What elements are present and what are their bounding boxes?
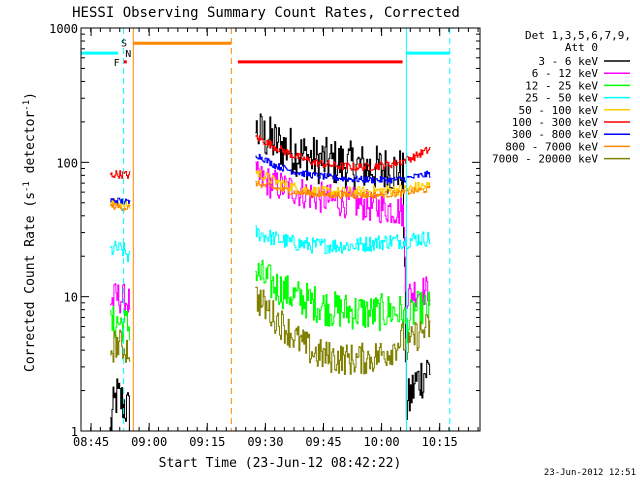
legend-label: 7000 - 20000 keV bbox=[492, 153, 598, 166]
series-line bbox=[110, 154, 431, 205]
y-axis-label-end: ) bbox=[23, 92, 38, 100]
x-axis-label: Start Time (23-Jun-12 08:42:22) bbox=[159, 456, 402, 471]
legend-label: 300 - 800 keV bbox=[512, 128, 598, 141]
flag-s: S bbox=[121, 38, 127, 49]
legend-header-1: Det 1,3,5,6,7,9, bbox=[525, 29, 631, 42]
legend-label: 100 - 300 keV bbox=[512, 116, 598, 129]
series-line bbox=[110, 225, 431, 263]
legend-label: 12 - 25 keV bbox=[525, 79, 598, 92]
y-axis-label-sup1: -1 bbox=[22, 181, 32, 192]
legend-label: 800 - 7000 keV bbox=[505, 140, 598, 153]
x-tick-label: 09:30 bbox=[247, 435, 283, 449]
legend-header-2: Att 0 bbox=[565, 41, 598, 54]
x-axis-ticks: 08:45 09:00 09:15 09:30 09:45 10:00 10:15 bbox=[73, 28, 479, 449]
chart-title: HESSI Observing Summary Count Rates, Cor… bbox=[72, 5, 460, 21]
y-tick-label: 100 bbox=[56, 156, 78, 170]
y-tick-label: 1 bbox=[71, 425, 78, 439]
series-line bbox=[110, 259, 431, 344]
legend-label: 3 - 6 keV bbox=[538, 55, 598, 68]
series-layer bbox=[110, 113, 431, 431]
series-line bbox=[110, 161, 431, 316]
footer-timestamp: 23-Jun-2012 12:51 bbox=[544, 468, 636, 478]
x-tick-label: 09:15 bbox=[189, 435, 225, 449]
series-line bbox=[110, 286, 431, 375]
y-axis-label-mid: detector bbox=[23, 111, 38, 182]
flag-bars-layer: SNF bbox=[81, 38, 450, 69]
y-axis-ticks: 1 10 100 1000 bbox=[49, 22, 480, 439]
series-line bbox=[110, 180, 431, 212]
y-axis-label-main: Corrected Count Rate (s bbox=[23, 192, 38, 372]
y-axis-label-sup2: -1 bbox=[22, 100, 32, 111]
flag-f-dot bbox=[123, 60, 127, 64]
x-tick-label: 08:45 bbox=[73, 435, 109, 449]
flag-f: F bbox=[114, 58, 120, 69]
y-tick-label: 10 bbox=[64, 291, 78, 305]
x-tick-label: 10:00 bbox=[364, 435, 400, 449]
plot-frame bbox=[80, 27, 481, 432]
series-line bbox=[110, 135, 431, 179]
x-tick-label: 09:00 bbox=[131, 435, 167, 449]
y-axis-label: Corrected Count Rate (s-1 detector-1) bbox=[22, 92, 38, 372]
legend-label: 6 - 12 keV bbox=[532, 67, 599, 80]
legend-label: 50 - 100 keV bbox=[519, 104, 599, 117]
flag-n: N bbox=[125, 49, 131, 60]
x-tick-label: 10:15 bbox=[422, 435, 458, 449]
legend-label: 25 - 50 keV bbox=[525, 92, 598, 105]
y-tick-label: 1000 bbox=[49, 22, 78, 36]
x-tick-label: 09:45 bbox=[305, 435, 341, 449]
